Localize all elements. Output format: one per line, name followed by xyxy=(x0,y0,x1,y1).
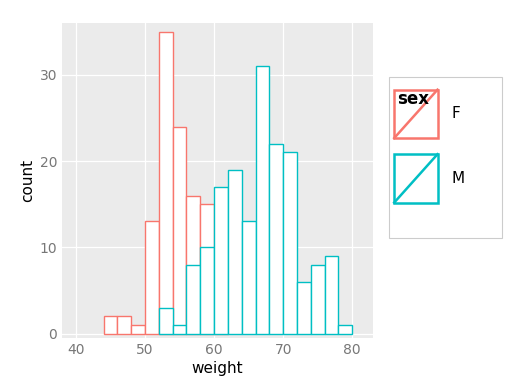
Bar xyxy=(394,90,438,138)
Bar xyxy=(172,325,186,334)
Bar xyxy=(228,170,242,334)
Bar xyxy=(172,127,186,334)
Bar xyxy=(200,247,214,334)
Y-axis label: count: count xyxy=(21,159,36,202)
Bar xyxy=(283,152,297,334)
Bar xyxy=(255,66,269,334)
X-axis label: weight: weight xyxy=(192,361,243,376)
Text: M: M xyxy=(451,171,464,186)
Bar xyxy=(159,31,172,334)
Bar xyxy=(200,204,214,334)
Bar xyxy=(214,308,228,334)
Bar xyxy=(186,195,200,334)
Bar xyxy=(338,325,352,334)
Bar xyxy=(325,256,338,334)
Bar xyxy=(269,144,283,334)
Text: F: F xyxy=(451,106,460,121)
Bar xyxy=(242,222,255,334)
Bar xyxy=(297,282,311,334)
Bar xyxy=(118,316,131,334)
Text: sex: sex xyxy=(398,90,429,108)
Bar xyxy=(394,154,438,203)
Bar xyxy=(131,325,145,334)
Bar xyxy=(214,187,228,334)
Bar xyxy=(159,308,172,334)
Bar xyxy=(186,265,200,334)
Bar xyxy=(145,222,159,334)
Bar xyxy=(311,265,325,334)
Bar xyxy=(104,316,118,334)
